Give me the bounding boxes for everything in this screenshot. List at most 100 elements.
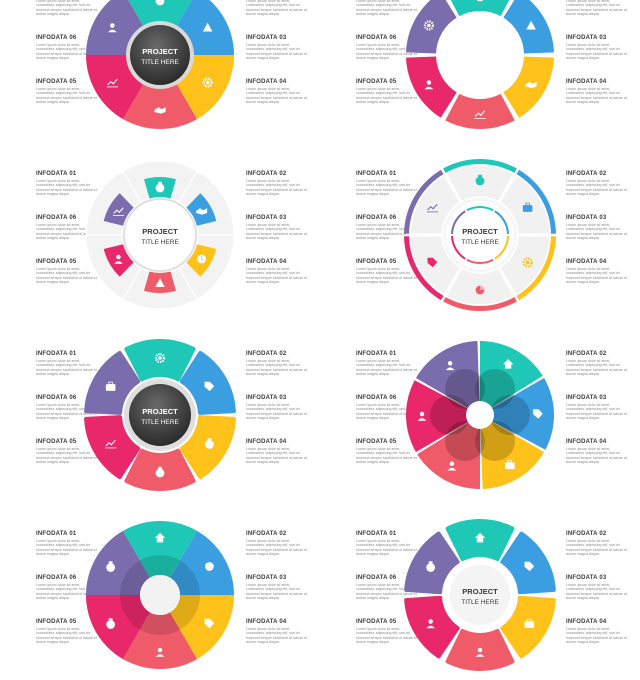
info-label-body: Lorem ipsum dolor sit amet, consectetur … [566,179,627,197]
info-label-title: INFODATA 01 [356,351,397,357]
info-label-body: Lorem ipsum dolor sit amet, consectetur … [356,87,417,105]
info-label-title: INFODATA 01 [36,351,77,357]
info-label: INFODATA 04 Lorem ipsum dolor sit amet, c… [246,79,308,105]
info-label: INFODATA 03 Lorem ipsum dolor sit amet, c… [566,35,628,61]
info-label-body: Lorem ipsum dolor sit amet, consectetur … [246,627,307,645]
info-label-body: Lorem ipsum dolor sit amet, consectetur … [246,179,307,197]
info-label-body: Lorem ipsum dolor sit amet, consectetur … [566,403,627,421]
segment [480,378,554,450]
info-label: INFODATA 04 Lorem ipsum dolor sit amet, c… [566,619,628,645]
infographic-5: INFODATA 01 Lorem ipsum dolor sit amet, c… [0,330,320,500]
center-title: PROJECT [142,47,178,56]
user-icon [447,461,457,471]
info-label: INFODATA 05 Lorem ipsum dolor sit amet, c… [356,439,418,465]
info-label-title: INFODATA 02 [566,351,607,357]
info-label: INFODATA 06 Lorem ipsum dolor sit amet, c… [356,395,418,421]
info-label-title: INFODATA 04 [566,439,607,445]
segment-shade [140,555,180,578]
segment [498,234,551,297]
segment [409,234,462,297]
tag-icon [533,409,543,419]
segment-shade [120,560,150,595]
info-label-title: INFODATA 06 [36,35,77,41]
handshake-icon [525,81,537,89]
inner-arc [451,235,466,260]
outer-arc [404,236,444,301]
segment [498,173,551,236]
briefcase-icon [524,618,535,628]
info-label-body: Lorem ipsum dolor sit amet, consectetur … [246,359,307,377]
warning-icon [526,20,536,30]
info-label: INFODATA 04 Lorem ipsum dolor sit amet, c… [566,79,628,105]
inner-arc [451,210,466,235]
info-label-body: Lorem ipsum dolor sit amet, consectetur … [246,583,307,601]
info-label-body: Lorem ipsum dolor sit amet, consectetur … [36,267,97,285]
info-label-title: INFODATA 03 [566,35,607,41]
circle-diagram: PROJECT TITLE HERE [404,159,556,311]
info-label-title: INFODATA 03 [566,575,607,581]
info-label-title: INFODATA 06 [36,215,77,221]
info-label-body: Lorem ipsum dolor sit amet, consectetur … [356,223,417,241]
money-bag-icon [106,561,116,572]
info-label: INFODATA 03 Lorem ipsum dolor sit amet, c… [566,395,628,421]
circle-diagram: PROJECT TITLE HERE [85,160,235,310]
center-disc [123,198,197,272]
info-label-body: Lorem ipsum dolor sit amet, consectetur … [246,447,307,465]
tag-icon [524,561,535,572]
center-subtitle: TITLE HERE [141,59,179,66]
segment-accent [103,244,134,277]
pie-icon [204,562,214,571]
warning-icon [202,22,213,32]
petal-overlay [475,369,515,410]
segment [406,56,457,118]
info-label-body: Lorem ipsum dolor sit amet, consectetur … [356,267,417,285]
segment-accent [103,193,134,226]
info-label-title: INFODATA 02 [246,171,287,177]
segment [480,415,545,489]
info-label: INFODATA 06 Lorem ipsum dolor sit amet, c… [36,215,98,241]
info-label-body: Lorem ipsum dolor sit amet, consectetur … [566,627,627,645]
center-disc [448,563,512,627]
money-bag-icon [155,0,165,6]
info-label: INFODATA 05 Lorem ipsum dolor sit amet, c… [36,259,98,285]
info-label-title: INFODATA 05 [356,619,397,625]
petal-overlay [445,420,485,461]
money-bag-icon [426,561,436,572]
info-label-body: Lorem ipsum dolor sit amet, consectetur … [36,447,97,465]
info-label-body: Lorem ipsum dolor sit amet, consectetur … [566,539,627,557]
info-label-body: Lorem ipsum dolor sit amet, consectetur … [356,539,417,557]
info-label-title: INFODATA 01 [356,531,397,537]
info-label: INFODATA 02 Lorem ipsum dolor sit amet, c… [566,531,628,557]
info-label-title: INFODATA 02 [566,531,607,537]
info-label-title: INFODATA 05 [356,259,397,265]
segment [86,595,150,660]
chart-icon [105,439,117,449]
info-label-body: Lorem ipsum dolor sit amet, consectetur … [566,43,627,61]
inner-arc [494,210,509,235]
info-label-title: INFODATA 06 [356,215,397,221]
info-label-title: INFODATA 05 [36,619,77,625]
info-label-body: Lorem ipsum dolor sit amet, consectetur … [246,43,307,61]
segment [86,530,150,595]
info-label-title: INFODATA 04 [246,259,287,265]
info-label: INFODATA 05 Lorem ipsum dolor sit amet, c… [356,259,418,285]
petal-overlay [475,420,515,461]
user-icon [426,619,436,629]
segment [123,55,197,129]
center-title: PROJECT [462,587,498,596]
petal-overlay [430,395,470,435]
outer-arc [443,297,517,311]
info-label: INFODATA 03 Lorem ipsum dolor sit amet, c… [566,215,628,241]
briefcase-icon [105,381,116,391]
info-label-body: Lorem ipsum dolor sit amet, consectetur … [356,179,417,197]
info-label-title: INFODATA 03 [566,395,607,401]
info-label: INFODATA 06 Lorem ipsum dolor sit amet, c… [36,575,98,601]
segment [124,339,196,382]
info-label: INFODATA 06 Lorem ipsum dolor sit amet, c… [356,35,418,61]
user-icon [424,80,434,90]
